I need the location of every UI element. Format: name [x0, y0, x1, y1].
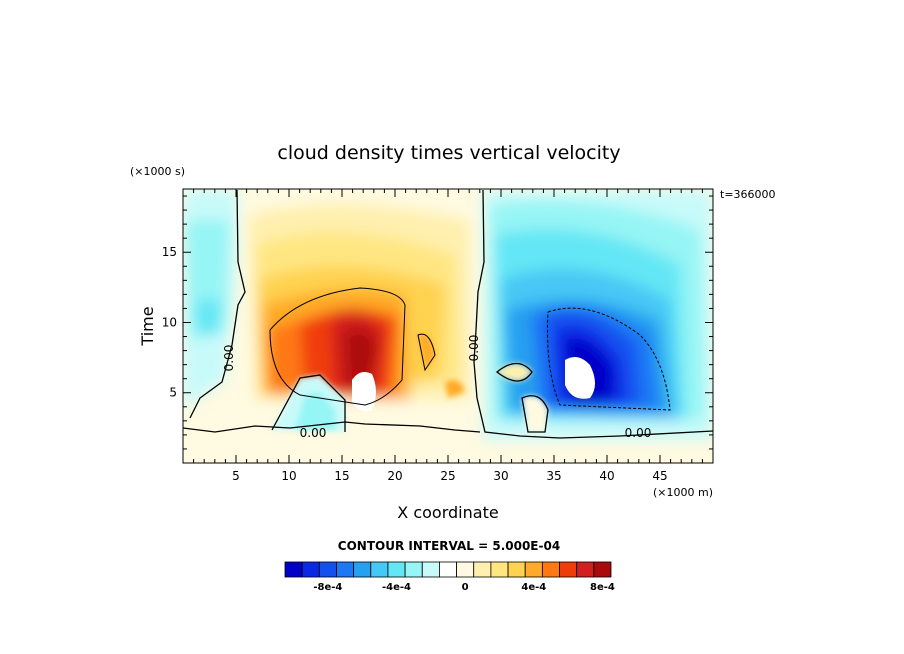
x-tick-label: 5 [232, 469, 240, 483]
colorbar-swatch [404, 561, 423, 578]
chart-title: cloud density times vertical velocity [277, 142, 620, 164]
colorbar-tick-label: 8e-4 [590, 582, 615, 593]
colorbar-swatch [439, 561, 457, 578]
colorbar-swatch [490, 561, 509, 578]
heatmap-field: 0.00 0.00 0.00 0.00 [183, 189, 713, 463]
colorbar-swatch [336, 561, 355, 578]
zero-contour-label-bottom-right: 0.00 [625, 426, 652, 440]
colorbar-swatch [507, 561, 526, 578]
x-axis-ticks: 5 10 15 20 25 30 35 40 45 [193, 189, 703, 483]
colorbar-tick-label: 0 [462, 582, 469, 593]
y-axis-label: Time [138, 306, 157, 346]
x-tick-label: 10 [281, 469, 296, 483]
zero-contour-label-left: 0.00 [222, 345, 236, 372]
x-tick-label: 45 [652, 469, 667, 483]
time-label: t=366000 [720, 188, 776, 201]
zero-contour-label-bottom-left: 0.00 [300, 426, 327, 440]
zero-contour-label-mid: 0.00 [467, 335, 481, 362]
colorbar-swatch [576, 561, 595, 578]
x-tick-label: 20 [387, 469, 402, 483]
y-tick-label: 10 [162, 315, 177, 329]
colorbar-swatch [353, 561, 372, 578]
colorbar-swatch [524, 561, 543, 578]
colorbar-swatch [421, 561, 440, 578]
x-tick-label: 40 [599, 469, 614, 483]
colorbar-tick-label: -8e-4 [313, 582, 342, 593]
y-tick-label: 5 [169, 386, 177, 400]
x-units-label: (×1000 m) [653, 486, 713, 499]
colorbar-tick-label: 4e-4 [521, 582, 546, 593]
colorbar-swatch [387, 561, 406, 578]
colorbar-swatch [541, 561, 560, 578]
x-tick-label: 35 [546, 469, 561, 483]
colorbar: -8e-4 -4e-4 0 4e-4 8e-4 [284, 561, 615, 593]
x-tick-label: 30 [493, 469, 508, 483]
y-tick-label: 15 [162, 245, 177, 259]
x-tick-label: 15 [334, 469, 349, 483]
colorbar-swatch [284, 561, 303, 578]
colorbar-swatch [370, 561, 389, 578]
colorbar-swatch [593, 561, 612, 578]
colorbar-swatch [456, 561, 475, 578]
colorbar-swatch [301, 561, 320, 578]
colorbar-tick-label: -4e-4 [382, 582, 411, 593]
colorbar-swatch [559, 561, 578, 578]
x-axis-label: X coordinate [397, 503, 498, 522]
colorbar-swatch [473, 561, 492, 578]
x-tick-label: 25 [440, 469, 455, 483]
colorbar-swatch [318, 561, 337, 578]
y-units-label: (×1000 s) [130, 165, 185, 178]
contour-interval-label: CONTOUR INTERVAL = 5.000E-04 [338, 539, 560, 553]
y-axis-ticks: 5 10 15 [162, 195, 713, 450]
